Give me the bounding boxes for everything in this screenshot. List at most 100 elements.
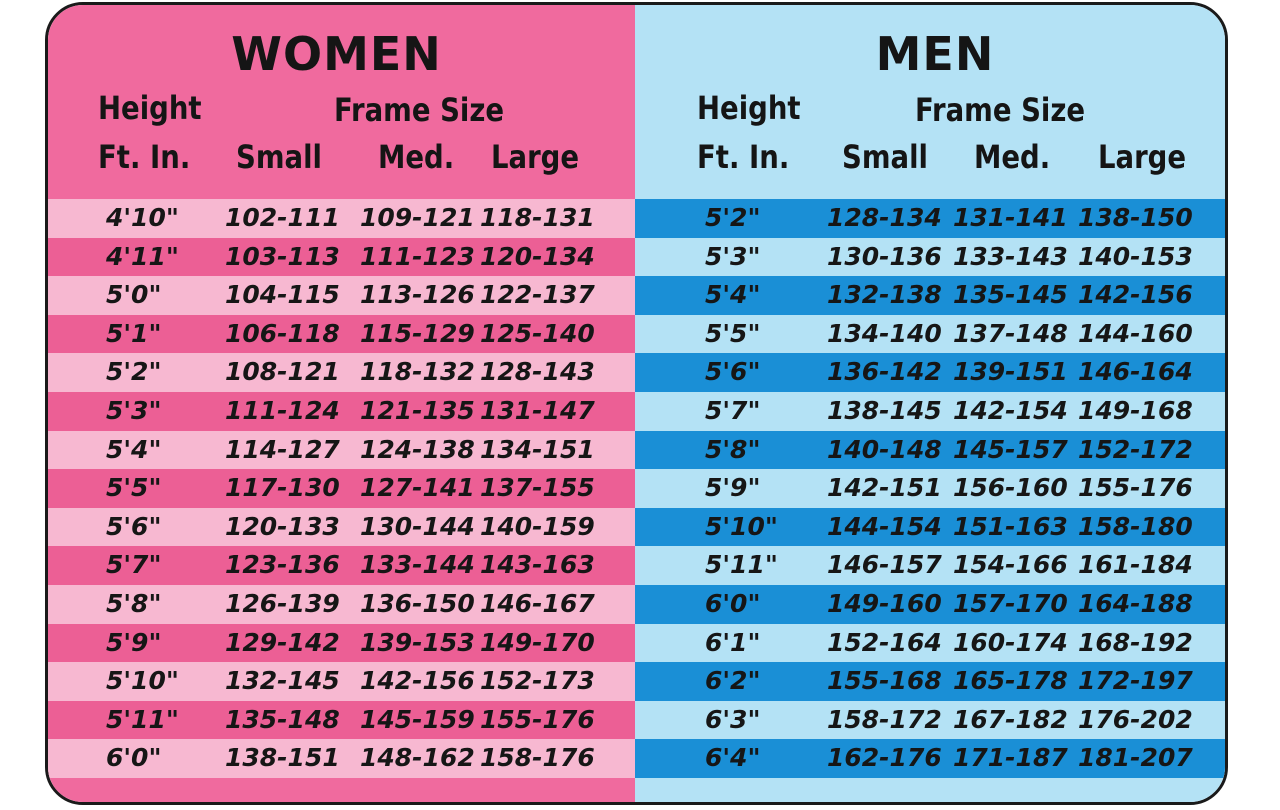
women-med-cell: 136-150 [360,588,475,618]
women-med-cell: 118-132 [360,357,475,387]
men-large-cell: 168-192 [1078,627,1193,657]
women-small-cell: 106-118 [225,318,340,348]
men-large-cell: 161-184 [1078,550,1193,580]
women-large-cell: 120-134 [480,241,595,271]
men-small-cell: 155-168 [827,666,942,696]
women-height-cell: 5'3" [106,395,162,425]
women-large-cell: 131-147 [480,395,595,425]
women-table-row: 5'1" 106-118 115-129 125-140 [48,314,635,354]
women-small-cell: 120-133 [225,511,340,541]
men-height-cell: 5'7" [705,395,761,425]
men-med-cell: 151-163 [953,511,1068,541]
men-large-cell: 140-153 [1078,241,1193,271]
women-small-cell: 126-139 [225,588,340,618]
men-table-row: 5'11" 146-157 154-166 161-184 [635,546,1225,585]
women-height-cell: 5'8" [106,588,162,618]
men-height-cell: 5'3" [705,241,761,271]
women-med-cell: 139-153 [360,627,475,657]
men-small-cell: 138-145 [827,395,942,425]
women-small-cell: 104-115 [225,280,340,310]
men-large-header: Large [1098,138,1187,176]
men-large-cell: 138-150 [1078,203,1193,232]
women-large-cell: 158-176 [480,743,595,773]
men-height-cell: 6'2" [705,666,761,696]
men-height-cell: 5'11" [705,550,778,580]
women-table-row: 4'10" 102-111 109-121 118-131 [48,199,635,238]
men-table-row: 6'0" 149-160 157-170 164-188 [635,584,1225,624]
men-table-row: 6'3" 158-172 167-182 176-202 [635,700,1225,740]
men-large-cell: 144-160 [1078,318,1193,348]
men-height-cell: 5'5" [705,318,761,348]
men-height-cell: 6'4" [705,743,761,773]
men-height-cell: 5'10" [705,511,778,541]
women-table-row: 4'11" 103-113 111-123 120-134 [48,237,635,277]
men-med-cell: 139-151 [953,357,1068,387]
men-height-cell: 5'8" [705,434,761,464]
men-table: 5'2" 128-134 131-141 138-150 5'3" 130-136 133-… [635,199,1225,778]
men-title: MEN [875,27,995,81]
men-small-cell: 134-140 [827,318,942,348]
women-height-cell: 4'10" [106,203,179,232]
women-large-cell: 125-140 [480,318,595,348]
men-large-cell: 176-202 [1078,704,1193,734]
women-med-cell: 130-144 [360,511,475,541]
women-height-cell: 5'2" [106,357,162,387]
women-height-cell: 6'0" [106,743,162,773]
women-ftin-header: Ft. In. [98,138,191,176]
men-height-cell: 6'3" [705,704,761,734]
men-med-cell: 167-182 [953,704,1068,734]
men-med-cell: 135-145 [953,280,1068,310]
women-table-row: 5'5" 117-130 127-141 137-155 [48,469,635,508]
women-table-row: 5'8" 126-139 136-150 146-167 [48,584,635,624]
women-med-cell: 115-129 [360,318,475,348]
men-table-row: 5'5" 134-140 137-148 144-160 [635,314,1225,354]
men-med-cell: 154-166 [953,550,1068,580]
women-med-cell: 109-121 [360,203,475,232]
women-large-cell: 149-170 [480,627,595,657]
women-table: 4'10" 102-111 109-121 118-131 4'11" 103-113 11… [48,199,635,778]
men-height-cell: 6'1" [705,627,761,657]
women-small-cell: 103-113 [225,241,340,271]
men-table-row: 5'8" 140-148 145-157 152-172 [635,430,1225,470]
women-med-cell: 113-126 [360,280,475,310]
men-table-row: 5'2" 128-134 131-141 138-150 [635,199,1225,238]
women-large-cell: 155-176 [480,704,595,734]
men-med-cell: 156-160 [953,473,1068,503]
men-height-cell: 5'9" [705,473,761,503]
women-table-row: 6'0" 138-151 148-162 158-176 [48,739,635,778]
women-height-cell: 5'6" [106,511,162,541]
men-table-row: 5'9" 142-151 156-160 155-176 [635,469,1225,508]
women-height-cell: 5'11" [106,704,179,734]
men-small-header: Small [842,138,928,176]
women-large-cell: 143-163 [480,550,595,580]
men-small-cell: 142-151 [827,473,942,503]
women-med-cell: 111-123 [360,241,475,271]
women-height-cell: 5'10" [106,666,179,696]
men-table-row: 6'4" 162-176 171-187 181-207 [635,739,1225,778]
men-small-cell: 162-176 [827,743,942,773]
men-med-header: Med. [974,138,1051,176]
women-med-cell: 133-144 [360,550,475,580]
men-med-cell: 145-157 [953,434,1068,464]
women-frame-size-header: Frame Size [334,91,505,129]
men-large-cell: 149-168 [1078,395,1193,425]
women-small-cell: 117-130 [225,473,340,503]
women-height-cell: 5'4" [106,434,162,464]
women-table-row: 5'11" 135-148 145-159 155-176 [48,700,635,740]
women-height-cell: 5'9" [106,627,162,657]
men-large-cell: 152-172 [1078,434,1193,464]
women-large-cell: 134-151 [480,434,595,464]
men-small-cell: 158-172 [827,704,942,734]
women-med-cell: 145-159 [360,704,475,734]
men-table-row: 5'3" 130-136 133-143 140-153 [635,237,1225,277]
men-small-cell: 152-164 [827,627,942,657]
women-large-cell: 137-155 [480,473,595,503]
men-small-cell: 130-136 [827,241,942,271]
women-table-row: 5'3" 111-124 121-135 131-147 [48,391,635,431]
men-med-cell: 137-148 [953,318,1068,348]
men-table-row: 5'6" 136-142 139-151 146-164 [635,353,1225,392]
men-large-cell: 181-207 [1078,743,1193,773]
women-height-cell: 5'0" [106,280,162,310]
men-height-header: Height [697,89,801,127]
women-small-cell: 108-121 [225,357,340,387]
